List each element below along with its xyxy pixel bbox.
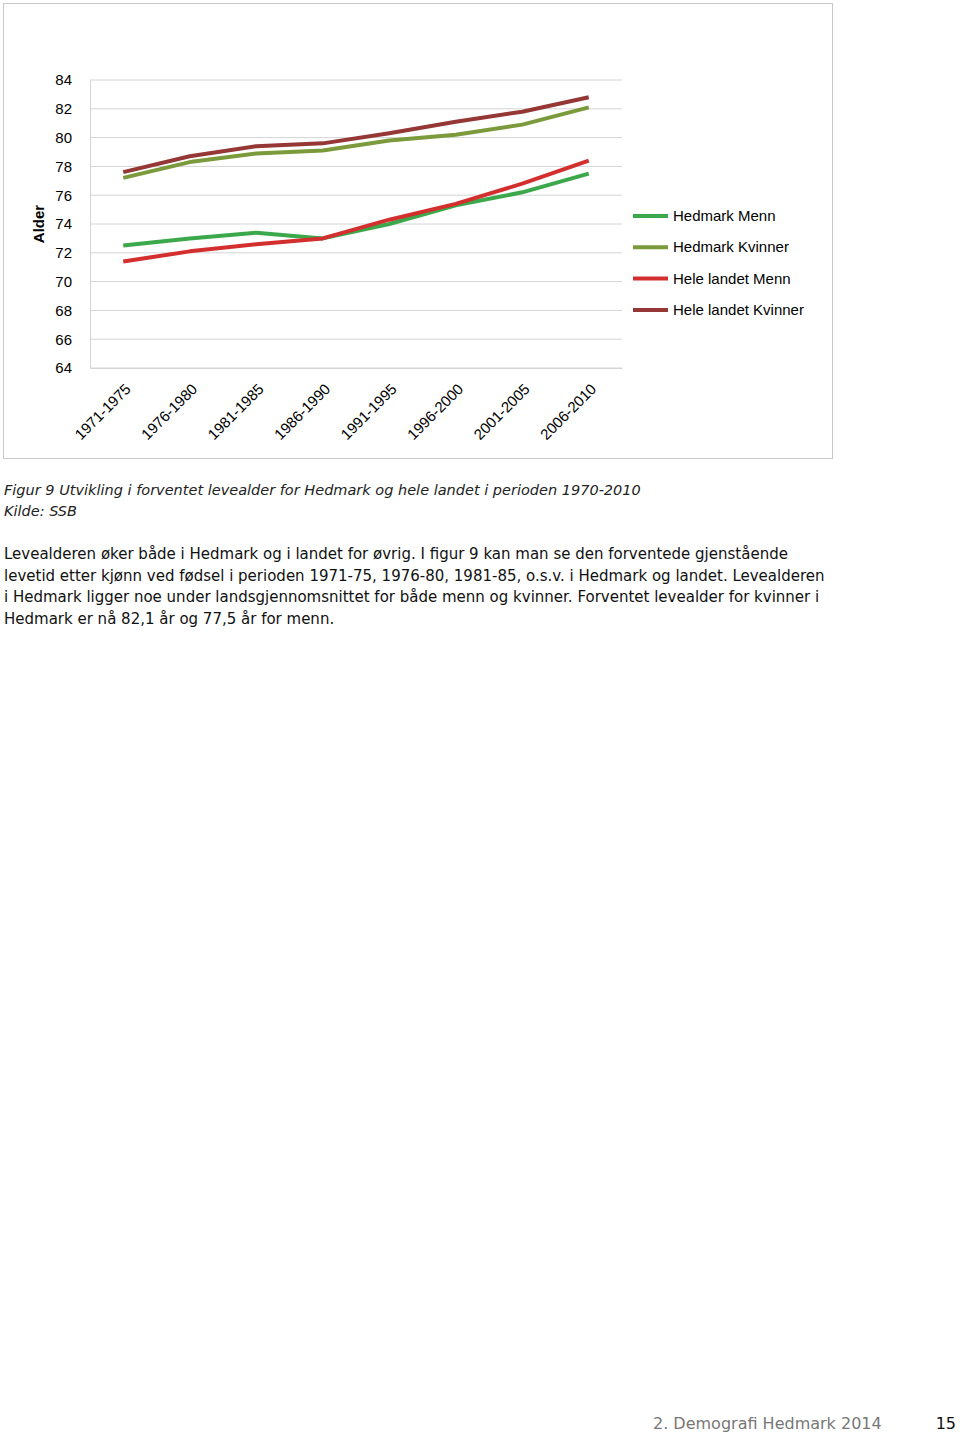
legend: Hedmark Menn Hedmark Kvinner Hele landet M… [633, 207, 804, 318]
grid-line [90, 281, 622, 282]
x-axis: 1971-19751976-19801981-19851986-19901991… [71, 368, 622, 443]
y-tick: 74 [55, 215, 90, 232]
x-tick-label: 1976-1980 [138, 380, 201, 443]
y-tick: 68 [55, 302, 90, 319]
y-tick-label: 70 [55, 273, 72, 290]
x-tick: 1991-1995 [337, 368, 400, 443]
y-tick-label: 82 [55, 100, 72, 117]
y-tick-label: 84 [55, 71, 72, 88]
body-line: Levealderen øker både i Hedmark og i lan… [4, 545, 788, 563]
y-axis: 64 66 68 70 72 74 76 78 80 82 84 [55, 71, 90, 376]
x-tick-label: 2001-2005 [470, 380, 533, 443]
series-line [123, 161, 589, 262]
figure-caption: Figur 9 Utvikling i forventet levealder … [4, 482, 641, 498]
body-line: i Hedmark ligger noe under landsgjennoms… [4, 588, 819, 606]
body-line: Hedmark er nå 82,1 år og 77,5 år for men… [4, 610, 334, 628]
legend-swatch [633, 214, 668, 218]
y-tick: 80 [55, 129, 90, 146]
grid [90, 80, 622, 368]
y-tick-label: 68 [55, 302, 72, 319]
legend-swatch [633, 245, 668, 249]
y-tick: 84 [55, 71, 90, 88]
y-tick-label: 80 [55, 129, 72, 146]
x-tick: 1986-1990 [271, 368, 334, 443]
y-tick-label: 76 [55, 187, 72, 204]
figure-source: Kilde: SSB [4, 503, 77, 519]
x-tick: 1981-1985 [204, 368, 267, 443]
y-tick: 82 [55, 100, 90, 117]
y-tick-label: 78 [55, 158, 72, 175]
legend-label: Hedmark Kvinner [673, 238, 789, 255]
y-axis-title: Alder [30, 205, 47, 244]
y-tick: 78 [55, 158, 90, 175]
y-tick-label: 74 [55, 215, 72, 232]
legend-label: Hedmark Menn [673, 207, 776, 224]
series-line [123, 107, 589, 178]
legend-label: Hele landet Kvinner [673, 301, 804, 318]
x-tick: 2001-2005 [470, 368, 533, 443]
grid-line [90, 339, 622, 340]
footer-section: 2. Demografi Hedmark 2014 [653, 1414, 882, 1433]
y-tick: 76 [55, 187, 90, 204]
x-tick-label: 2006-2010 [537, 380, 600, 443]
y-tick: 70 [55, 273, 90, 290]
grid-line [90, 80, 622, 81]
x-tick-label: 1981-1985 [204, 380, 267, 443]
y-tick-label: 72 [55, 244, 72, 261]
x-tick: 2006-2010 [537, 368, 600, 443]
y-tick: 64 [55, 359, 90, 376]
x-tick-label: 1996-2000 [404, 380, 467, 443]
y-tick-label: 64 [55, 359, 72, 376]
legend-swatch [633, 308, 668, 312]
page-number: 15 [936, 1414, 956, 1433]
legend-swatch [633, 277, 668, 281]
chart-frame [4, 4, 833, 459]
plot-area [123, 97, 589, 261]
x-axis-line [91, 368, 623, 369]
x-tick-label: 1991-1995 [337, 380, 400, 443]
grid-line [90, 310, 622, 311]
x-tick: 1971-1975 [71, 368, 134, 443]
grid-line [90, 224, 622, 225]
x-tick: 1976-1980 [138, 368, 201, 443]
legend-label: Hele landet Menn [673, 270, 791, 287]
series-line [123, 97, 589, 172]
grid-line [90, 368, 622, 369]
y-tick-label: 66 [55, 331, 72, 348]
x-tick: 1996-2000 [404, 368, 467, 443]
y-tick: 72 [55, 244, 90, 261]
x-tick-label: 1971-1975 [71, 380, 134, 443]
grid-line [90, 195, 622, 196]
body-line: levetid etter kjønn ved fødsel i periode… [4, 567, 825, 585]
x-tick-label: 1986-1990 [271, 380, 334, 443]
y-axis-line [90, 81, 91, 369]
page: 64 66 68 70 72 74 76 78 80 82 84 1971-19751976-1980… [0, 0, 960, 1436]
y-tick: 66 [55, 331, 90, 348]
